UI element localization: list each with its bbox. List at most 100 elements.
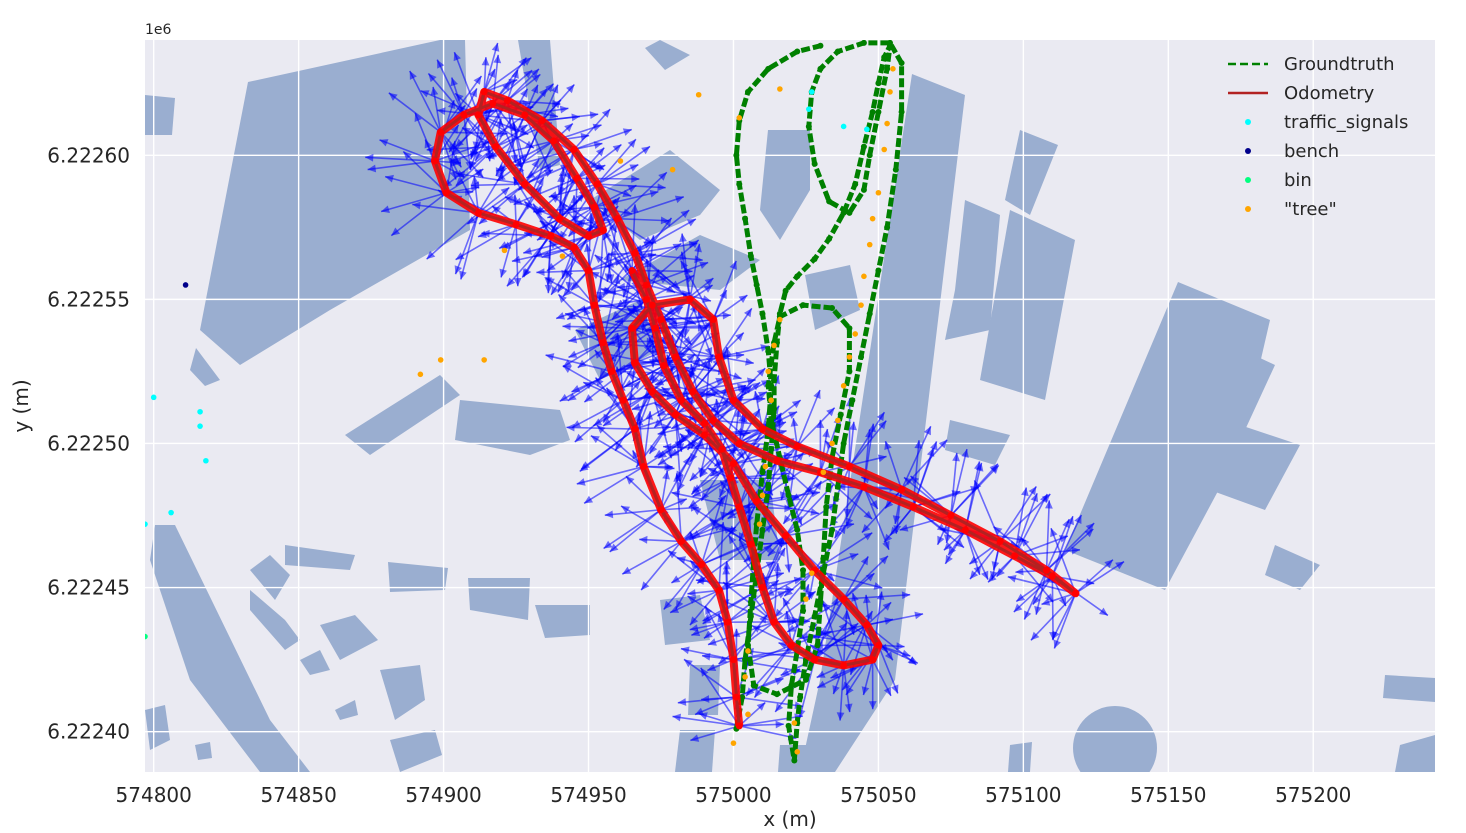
arrow-head [403,151,412,160]
arrow-head [795,452,804,461]
arrow-head [631,380,641,390]
arrow-head [948,546,957,556]
arrow-shaft [436,59,465,116]
arrow-head [450,124,459,134]
arrow-head [573,219,583,228]
arrow-head [671,490,681,499]
arrow-shaft [819,471,873,520]
arrow-head [699,261,709,269]
arrow-head [843,508,852,518]
poi-tree-point [869,215,876,222]
arrow-head [496,163,506,172]
arrow-shaft [674,414,682,484]
odometry-point [686,295,694,303]
arrow-shaft [640,540,682,591]
arrow-head [691,530,701,538]
arrow-shaft [964,461,981,531]
x-tick-label: 575150 [1130,783,1206,807]
arrow-head [455,93,464,102]
groundtruth-point [884,65,891,72]
arrow-head [937,535,945,545]
groundtruth-point [887,40,894,46]
arrow-head [603,540,613,549]
arrow-head [673,306,683,315]
arrow-head [595,147,605,157]
building [1005,130,1058,215]
arrow-head [1034,605,1042,615]
arrow-head [722,561,731,570]
arrow-head [721,353,731,362]
arrow-head [622,128,632,136]
y-tick-label: 6.22260 [47,143,130,167]
odometry-point [651,324,659,332]
arrow-head [806,591,816,600]
groundtruth-point [846,368,853,375]
arrow-head [961,449,969,458]
arrow-head [694,707,704,715]
arrow-head [668,315,678,324]
arrow-head [775,720,784,729]
arrow-head [692,489,702,497]
odometry-point [640,463,648,471]
poi-tree-point [875,189,882,196]
arrow-head [589,160,599,169]
building [945,420,1010,465]
groundtruth-point [794,48,801,55]
groundtruth-point [800,302,807,309]
odometry-point [585,267,593,275]
arrow-head [649,337,657,347]
arrow-shaft [1051,514,1083,577]
arrow-head [870,500,878,509]
groundtruth-point [875,109,882,116]
arrow-head [491,42,500,52]
arrow-head [679,251,687,261]
arrow-head [534,185,542,195]
arrow-shaft [466,183,526,225]
arrow-head [1021,487,1029,497]
arrow-head [621,505,630,514]
poi-tree-point [736,115,743,121]
poi-traffic_signals-point [145,521,148,527]
arrow-head [665,354,674,364]
arrow-head [786,474,795,483]
arrow-head [746,687,755,697]
arrow-head [1062,519,1070,529]
arrow-shaft [671,491,740,508]
arrow-shaft [449,157,480,214]
arrow-head [562,359,572,367]
arrow-head [531,159,539,169]
arrow-head [670,605,680,613]
arrow-shaft [720,599,775,623]
odometry-point [573,174,581,182]
arrow-shaft [663,364,727,373]
odometry-point [474,111,482,119]
arrow-shaft [842,610,848,666]
arrow-head [737,383,746,392]
arrow-shaft [367,160,435,171]
arrow-shaft [443,145,497,188]
arrow-head [836,712,845,721]
arrow-shaft [634,252,703,261]
arrow-head [679,433,689,442]
groundtruth-point [866,152,873,159]
odometry-point [538,117,546,125]
poi-tree-point [762,463,769,470]
groundtruth-point [814,642,821,649]
arrow-shaft [440,131,508,135]
arrow-head [654,419,663,428]
arrow-head [428,73,437,83]
y-offset-label: 1e6 [145,22,172,38]
y-axis-ticks: 6.22240 6.22245 6.22250 6.22255 6.22260 [47,143,130,743]
arrow-shaft [820,598,845,666]
groundtruth-point [826,235,833,242]
arrow-shaft [1045,500,1051,571]
arrow-head [454,265,462,275]
y-tick-label: 6.22255 [47,287,130,311]
arrow-head [680,210,690,219]
arrow-head [1058,597,1067,607]
arrow-head [1016,593,1026,602]
building [645,40,690,70]
arrow-head [1030,631,1040,641]
arrow-head [622,566,632,575]
arrow-shaft [577,298,647,312]
